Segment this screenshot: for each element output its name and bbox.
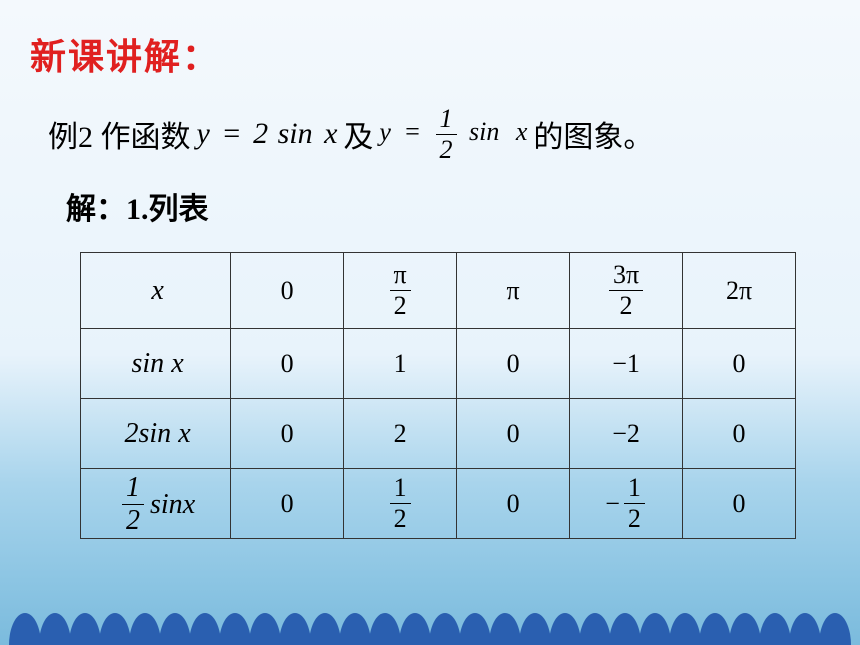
problem-statement: 例2 作函数 y = 2 sin x 及 y = 1 2 sin x 的图象。 xyxy=(48,102,836,166)
bump-shape xyxy=(339,613,371,645)
eq2-fraction: 1 2 xyxy=(436,106,457,163)
bump-shape xyxy=(69,613,101,645)
value-table-wrap: x0π2π3π22πsin x010−102sin x020−2012sin x… xyxy=(80,252,796,539)
eq1-fn: sin xyxy=(276,117,313,150)
eq1-coef: 2 xyxy=(253,117,268,150)
eq2-fn: sin xyxy=(465,117,499,146)
bump-shape xyxy=(279,613,311,645)
table-cell: 1 xyxy=(344,329,457,399)
solution-label: 解：1.列表 xyxy=(66,184,836,228)
decorative-border-bottom xyxy=(0,597,860,645)
table-cell: 0 xyxy=(457,469,570,539)
bump-shape xyxy=(669,613,701,645)
table-cell: π xyxy=(457,253,570,329)
bump-shape xyxy=(309,613,341,645)
bump-shape xyxy=(549,613,581,645)
bump-shape xyxy=(579,613,611,645)
equation-2: y = 1 2 sin x xyxy=(373,106,533,163)
table-cell: −12 xyxy=(570,469,683,539)
slide-root: 新课讲解： 例2 作函数 y = 2 sin x 及 y = 1 2 sin x… xyxy=(0,0,860,645)
table-cell: 12 xyxy=(344,469,457,539)
eq1-equals: = xyxy=(217,117,245,150)
table-cell: −2 xyxy=(570,399,683,469)
bump-shape xyxy=(369,613,401,645)
row-header: 12sin x xyxy=(81,469,231,539)
table-cell: 0 xyxy=(231,253,344,329)
table-cell: 0 xyxy=(683,399,796,469)
bump-shape xyxy=(489,613,521,645)
table-row: 2sin x020−20 xyxy=(81,399,796,469)
table-cell: 2π xyxy=(683,253,796,329)
bump-shape xyxy=(9,613,41,645)
eq2-lhs: y xyxy=(379,117,391,146)
bump-shape xyxy=(699,613,731,645)
value-table: x0π2π3π22πsin x010−102sin x020−2012sin x… xyxy=(80,252,796,539)
table-row: x0π2π3π22π xyxy=(81,253,796,329)
table-cell: 0 xyxy=(231,329,344,399)
eq1-lhs: y xyxy=(197,117,210,150)
bump-shape xyxy=(729,613,761,645)
eq1-var: x xyxy=(320,117,337,150)
bump-shape xyxy=(459,613,491,645)
bump-shape xyxy=(249,613,281,645)
row-header: x xyxy=(81,253,231,329)
problem-mid: 及 xyxy=(343,112,373,156)
bump-shape xyxy=(99,613,131,645)
bump-shape xyxy=(399,613,431,645)
row-header: sin x xyxy=(81,329,231,399)
table-cell: 0 xyxy=(457,399,570,469)
table-cell: 2 xyxy=(344,399,457,469)
bump-shape xyxy=(759,613,791,645)
table-cell: 0 xyxy=(457,329,570,399)
eq2-frac-num: 1 xyxy=(436,106,457,135)
bump-shape xyxy=(819,613,851,645)
eq2-var: x xyxy=(506,117,528,146)
bump-shape xyxy=(129,613,161,645)
table-cell: −1 xyxy=(570,329,683,399)
bump-shape xyxy=(39,613,71,645)
section-header: 新课讲解： xyxy=(30,28,836,80)
table-cell: 0 xyxy=(231,469,344,539)
bump-shape xyxy=(429,613,461,645)
bump-shape xyxy=(519,613,551,645)
bump-shape xyxy=(609,613,641,645)
row-header: 2sin x xyxy=(81,399,231,469)
bump-shape xyxy=(639,613,671,645)
table-row: sin x010−10 xyxy=(81,329,796,399)
eq2-frac-den: 2 xyxy=(436,135,457,163)
table-cell: 0 xyxy=(683,469,796,539)
table-cell: 0 xyxy=(231,399,344,469)
table-cell: π2 xyxy=(344,253,457,329)
problem-prefix: 例2 作函数 xyxy=(48,112,191,156)
bump-shape xyxy=(789,613,821,645)
equation-1: y = 2 sin x xyxy=(191,117,344,151)
table-cell: 0 xyxy=(683,329,796,399)
table-row: 12sin x0120−120 xyxy=(81,469,796,539)
bump-shape xyxy=(219,613,251,645)
problem-suffix: 的图象。 xyxy=(533,112,653,156)
bump-shape xyxy=(159,613,191,645)
eq2-equals: = xyxy=(397,117,427,146)
bump-shape xyxy=(189,613,221,645)
table-cell: 3π2 xyxy=(570,253,683,329)
